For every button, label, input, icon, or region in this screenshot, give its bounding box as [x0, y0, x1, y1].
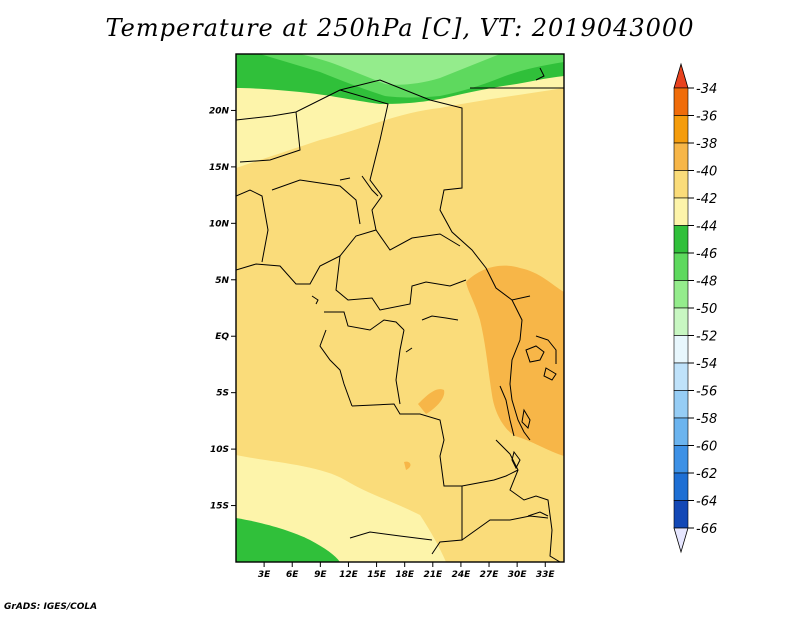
- map-frame: [235, 53, 565, 563]
- country-borders: [236, 67, 564, 562]
- colorbar-label: -34: [696, 82, 717, 97]
- lon-tick-label: 6E: [286, 570, 299, 580]
- colorbar-label: -64: [696, 495, 717, 510]
- field-band-46-south: [236, 518, 340, 562]
- colorbar-segment: [673, 170, 689, 199]
- colorbar-segment: [673, 87, 689, 116]
- colorbar-label: -66: [696, 522, 717, 537]
- colorbar-label: -44: [696, 220, 717, 235]
- colorbar-segment: [673, 252, 689, 281]
- colorbar-label: -54: [696, 357, 717, 372]
- colorbar-label: -40: [696, 165, 717, 180]
- lon-tick-label: 21E: [423, 570, 443, 580]
- lon-tick-label: 33E: [536, 570, 556, 580]
- colorbar-label: -50: [696, 302, 717, 317]
- lon-tick-label: 3E: [258, 570, 271, 580]
- field-band-38-spot: [418, 389, 445, 414]
- lon-tick-label: 9E: [314, 570, 327, 580]
- colorbar: -34 -36 -38 -40 -42 -44 -46 -48 -50 -52 -54 -56 -58 -…: [673, 62, 717, 554]
- colorbar-label: -58: [696, 412, 717, 427]
- grads-credit: GrADS: IGES/COLA: [4, 602, 98, 612]
- colorbar-segment: [673, 115, 689, 144]
- lon-tick-label: 15E: [367, 570, 387, 580]
- colorbar-label: -56: [696, 385, 717, 400]
- lat-tick-label: 10S: [210, 445, 229, 455]
- lat-tick-label: 15S: [210, 502, 229, 512]
- colorbar-segment: [673, 197, 689, 226]
- colorbar-label: -42: [696, 192, 717, 207]
- lat-tick-label: 10N: [209, 219, 230, 229]
- latitude-axis: 20N 15N 10N 5N EQ 5S 10S 15S: [209, 106, 236, 512]
- colorbar-segment: [673, 335, 689, 364]
- colorbar-bottom-arrow: [673, 527, 689, 554]
- lon-tick-label: 27E: [480, 570, 500, 580]
- colorbar-segment: [673, 390, 689, 419]
- chart-title: Temperature at 250hPa [C], VT: 201904300…: [105, 14, 695, 42]
- colorbar-label: -60: [696, 440, 717, 455]
- longitude-axis: 3E 6E 9E 12E 15E 18E 21E 24E 27E 30E 33E: [258, 562, 556, 580]
- colorbar-segment: [673, 225, 689, 254]
- colorbar-label: -36: [696, 110, 717, 125]
- colorbar-segment: [673, 500, 689, 529]
- lat-tick-label: EQ: [215, 332, 229, 342]
- lat-tick-label: 5S: [216, 389, 229, 399]
- field-band-50-north: [300, 54, 500, 85]
- colorbar-segment: [673, 280, 689, 309]
- lat-tick-label: 15N: [209, 163, 230, 173]
- colorbar-segment: [673, 307, 689, 336]
- colorbar-label: -46: [696, 247, 717, 262]
- colorbar-segment: [673, 417, 689, 446]
- lon-tick-label: 12E: [339, 570, 359, 580]
- colorbar-label: -52: [696, 330, 717, 345]
- colorbar-segment: [673, 142, 689, 171]
- lat-tick-label: 5N: [215, 276, 229, 286]
- lon-tick-label: 18E: [395, 570, 415, 580]
- field-band-38-spot2: [404, 461, 411, 470]
- colorbar-segment: [673, 362, 689, 391]
- lon-tick-label: 24E: [452, 570, 472, 580]
- lat-tick-label: 20N: [209, 106, 230, 116]
- lon-tick-label: 30E: [508, 570, 528, 580]
- field-band-38-east: [466, 265, 564, 456]
- colorbar-label: -48: [696, 275, 717, 290]
- temperature-field: [236, 54, 564, 562]
- colorbar-top-arrow: [673, 62, 689, 89]
- colorbar-label: -62: [696, 467, 717, 482]
- colorbar-segment: [673, 472, 689, 501]
- colorbar-segment: [673, 445, 689, 474]
- colorbar-label: -38: [696, 137, 717, 152]
